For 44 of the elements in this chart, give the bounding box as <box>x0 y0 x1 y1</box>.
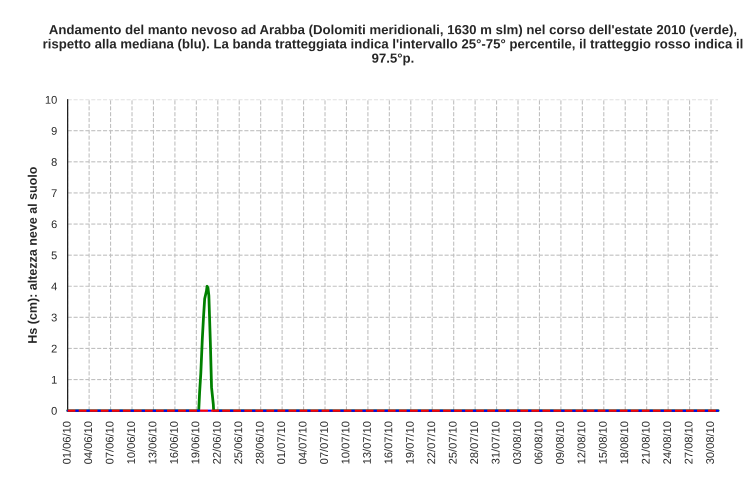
y-tick-label: 5 <box>52 252 57 260</box>
x-tick-label: 19/07/10 <box>406 422 414 464</box>
y-tick-label: 1 <box>52 376 57 384</box>
x-tick-label: 12/08/10 <box>577 422 586 464</box>
y-tick-label: 9 <box>52 127 57 135</box>
x-tick-label: 01/06/10 <box>62 422 71 464</box>
x-tick-label: 21/08/10 <box>642 422 650 464</box>
y-tick-label: 6 <box>52 220 57 228</box>
x-tick-label: 13/06/10 <box>148 422 156 464</box>
x-tick-label: 24/08/10 <box>662 422 672 464</box>
x-tick-label: 09/08/10 <box>556 422 564 464</box>
y-tick-label: 4 <box>51 282 57 290</box>
x-tick-label: 22/07/10 <box>427 422 436 464</box>
chart-title: Andamento del manto nevoso ad Arabba (Dolomiti meridionali, 1630 m slm) nel corso dell'estate 2010 (verde), rispetto alla mediana (blu). La banda tratteggiata indica l'intervallo 25°-75° percentile, il tratteggio rosso indica il 97.5°p. <box>43 24 742 66</box>
x-tick-label: 03/08/10 <box>512 422 521 464</box>
x-tick-label: 01/07/10 <box>276 422 286 464</box>
x-tick-label: 19/06/10 <box>191 422 200 464</box>
y-tick-label: 8 <box>52 158 57 166</box>
x-tick-label: 28/07/10 <box>470 422 478 464</box>
x-tick-label: 16/06/10 <box>170 422 178 464</box>
x-tick-label: 15/08/10 <box>598 422 607 464</box>
x-tick-label: 16/07/10 <box>384 422 392 464</box>
x-tick-label: 04/07/10 <box>298 422 307 464</box>
x-tick-label: 27/08/10 <box>684 422 693 464</box>
x-tick-label: 30/08/10 <box>706 422 714 464</box>
y-tick-label: 7 <box>52 189 57 197</box>
x-tick-label: 06/08/10 <box>534 422 542 464</box>
x-tick-label: 22/06/10 <box>212 422 221 464</box>
y-tick-label: 10 <box>46 96 57 104</box>
y-tick-label: 2 <box>52 344 57 352</box>
x-tick-label: 31/07/10 <box>491 422 500 464</box>
x-tick-label: 10/06/10 <box>126 422 135 464</box>
x-tick-label: 07/07/10 <box>320 422 328 464</box>
x-tick-label: 10/07/10 <box>341 422 350 464</box>
y-tick-label: 0 <box>52 406 57 415</box>
y-tick-label: 3 <box>52 314 57 322</box>
x-tick-label: 18/08/10 <box>620 422 628 464</box>
x-tick-label: 25/07/10 <box>448 422 457 464</box>
x-tick-label: 07/06/10 <box>105 422 114 464</box>
x-tick-label: 28/06/10 <box>256 422 264 464</box>
y-axis-title: Hs (cm): altezza neve al suolo <box>28 167 40 343</box>
x-tick-label: 25/06/10 <box>234 422 242 464</box>
x-tick-label: 04/06/10 <box>84 422 92 464</box>
x-tick-label: 13/07/10 <box>362 422 371 464</box>
